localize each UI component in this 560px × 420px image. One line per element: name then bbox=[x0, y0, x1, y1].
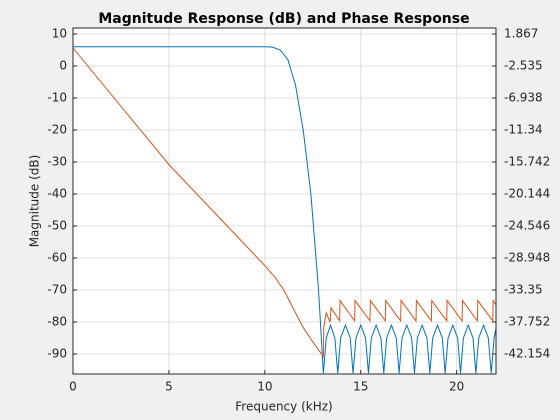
series-line bbox=[73, 46, 496, 374]
y2-tick-label: -11.34 bbox=[504, 123, 543, 137]
y-tick-label: -30 bbox=[47, 155, 67, 169]
y2-tick-label: -20.144 bbox=[504, 187, 550, 201]
y2-tick-label: -24.546 bbox=[504, 219, 550, 233]
axes-box bbox=[72, 27, 497, 375]
y2-tick-label: -37.752 bbox=[504, 315, 550, 329]
lines bbox=[73, 46, 496, 374]
series-line bbox=[73, 47, 496, 359]
y-tick-label: -90 bbox=[47, 347, 67, 361]
x-tick-label: 0 bbox=[69, 380, 77, 394]
y2-tick-label: -6.938 bbox=[504, 91, 543, 105]
y-tick-label: -70 bbox=[47, 283, 67, 297]
y-axis-label: Magnitude (dB) bbox=[28, 155, 42, 248]
y-tick-label: -20 bbox=[47, 123, 67, 137]
ticks: 0 5 10 15 20 10 0 -10 -20 -30 -40 -50 -60 -70 -80 -90 1.… bbox=[47, 26, 550, 393]
x-axis-label: Frequency (kHz) bbox=[235, 400, 332, 414]
y2-tick-label: 1.867 bbox=[504, 26, 538, 40]
plot-area bbox=[73, 28, 496, 374]
y-tick-label: -10 bbox=[47, 91, 67, 105]
grid bbox=[72, 28, 496, 374]
y-tick-label: -60 bbox=[47, 251, 67, 265]
y-tick-label: 10 bbox=[52, 27, 67, 41]
y-tick-label: 0 bbox=[59, 59, 67, 73]
chart-title: Magnitude Response (dB) and Phase Respon… bbox=[98, 11, 469, 27]
y-tick-label: -80 bbox=[47, 315, 67, 329]
x-tick-label: 10 bbox=[257, 380, 272, 394]
x-tick-label: 20 bbox=[449, 380, 464, 394]
x-tick-label: 15 bbox=[353, 380, 368, 394]
x-tick-label: 5 bbox=[165, 380, 173, 394]
y2-tick-label: -2.535 bbox=[504, 58, 543, 72]
y-tick-label: -50 bbox=[47, 219, 67, 233]
y2-tick-label: -15.742 bbox=[504, 155, 550, 169]
y2-tick-label: -33.35 bbox=[504, 283, 543, 297]
y2-tick-label: -42.154 bbox=[504, 347, 550, 361]
y-tick-label: -40 bbox=[47, 187, 67, 201]
y2-tick-label: -28.948 bbox=[504, 251, 550, 265]
